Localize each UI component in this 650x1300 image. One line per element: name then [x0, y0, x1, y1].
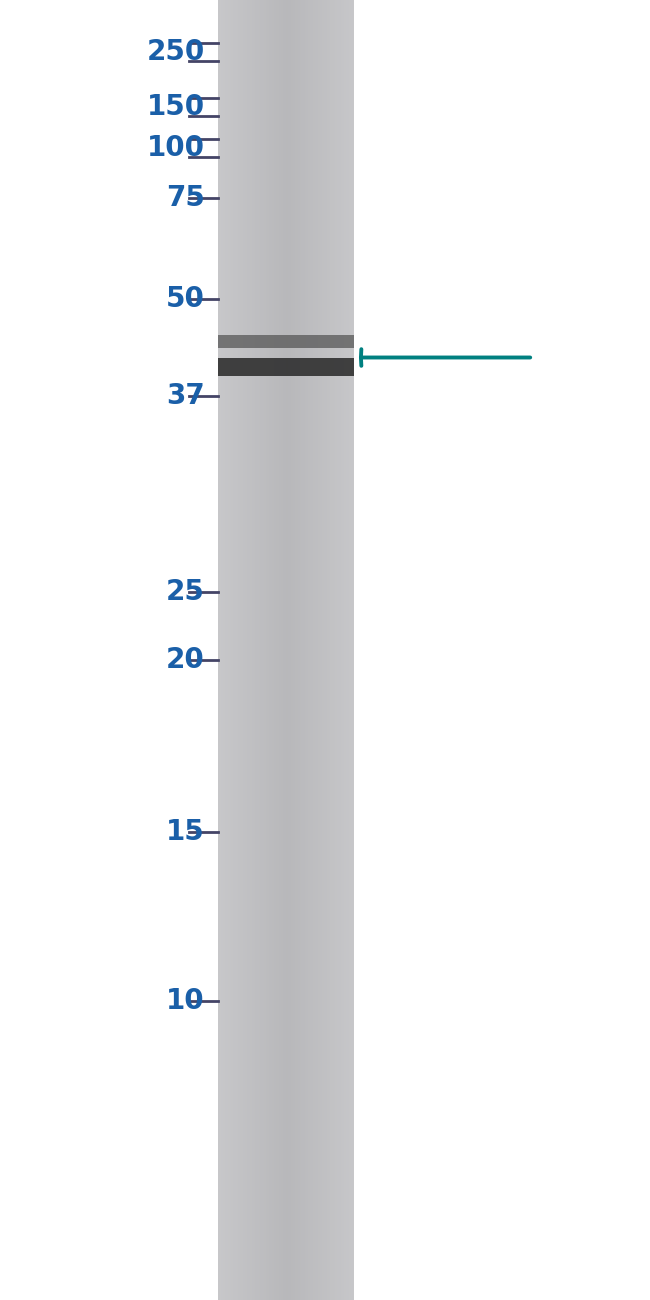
Bar — [335, 0, 337, 1300]
Bar — [254, 0, 255, 1300]
Bar — [289, 0, 291, 1300]
Bar — [322, 0, 324, 1300]
Bar — [298, 0, 300, 1300]
Bar — [223, 0, 225, 1300]
Bar — [307, 0, 308, 1300]
Bar — [310, 0, 311, 1300]
Bar — [259, 0, 261, 1300]
Bar — [240, 0, 242, 1300]
Bar — [270, 0, 272, 1300]
Bar — [305, 0, 307, 1300]
Bar — [332, 0, 334, 1300]
Bar — [351, 0, 352, 1300]
Bar — [320, 0, 322, 1300]
Bar — [226, 0, 228, 1300]
Bar — [347, 0, 349, 1300]
Text: 100: 100 — [147, 134, 205, 162]
Bar — [261, 0, 262, 1300]
Bar — [255, 0, 257, 1300]
Text: 15: 15 — [166, 818, 205, 846]
Bar — [264, 0, 266, 1300]
Bar — [327, 0, 329, 1300]
Bar — [272, 0, 274, 1300]
Bar — [233, 0, 235, 1300]
Bar — [311, 0, 313, 1300]
Bar — [283, 0, 284, 1300]
Bar — [325, 0, 327, 1300]
Bar — [352, 0, 354, 1300]
Bar — [218, 335, 354, 348]
Bar — [235, 0, 237, 1300]
Bar — [225, 0, 226, 1300]
Bar — [221, 0, 223, 1300]
Bar — [329, 0, 330, 1300]
Bar — [292, 0, 294, 1300]
Bar — [280, 0, 281, 1300]
Bar — [281, 0, 283, 1300]
Bar — [262, 0, 264, 1300]
Bar — [276, 0, 278, 1300]
Bar — [242, 0, 243, 1300]
Bar — [324, 0, 325, 1300]
Bar — [308, 0, 310, 1300]
Bar — [266, 0, 267, 1300]
Bar — [269, 0, 270, 1300]
Bar — [278, 0, 280, 1300]
Text: 75: 75 — [166, 183, 205, 212]
Bar — [257, 0, 259, 1300]
Bar — [349, 0, 351, 1300]
Bar — [229, 0, 231, 1300]
Bar — [267, 0, 269, 1300]
Bar — [334, 0, 335, 1300]
Bar — [228, 0, 229, 1300]
Bar — [252, 0, 254, 1300]
Text: 50: 50 — [166, 285, 205, 313]
Text: 20: 20 — [166, 646, 205, 675]
Bar — [288, 0, 289, 1300]
Text: 250: 250 — [146, 38, 205, 66]
Bar — [318, 0, 320, 1300]
Bar — [294, 0, 296, 1300]
Bar — [218, 0, 220, 1300]
Text: 150: 150 — [147, 92, 205, 121]
Bar — [245, 0, 247, 1300]
Bar — [341, 0, 343, 1300]
Bar — [291, 0, 293, 1300]
Bar — [284, 0, 286, 1300]
Bar — [313, 0, 315, 1300]
Bar — [344, 0, 346, 1300]
Bar — [274, 0, 276, 1300]
Bar — [337, 0, 339, 1300]
Bar — [302, 0, 303, 1300]
Bar — [220, 0, 221, 1300]
Text: 10: 10 — [166, 987, 205, 1015]
Text: 37: 37 — [166, 382, 205, 411]
Bar — [239, 0, 240, 1300]
Bar — [231, 0, 233, 1300]
Bar — [315, 0, 317, 1300]
Bar — [346, 0, 348, 1300]
Bar — [248, 0, 250, 1300]
Bar — [247, 0, 248, 1300]
Bar — [218, 358, 354, 376]
Bar — [250, 0, 252, 1300]
Bar — [339, 0, 341, 1300]
Text: 25: 25 — [166, 577, 205, 606]
Bar — [296, 0, 298, 1300]
Bar — [317, 0, 318, 1300]
Bar — [300, 0, 302, 1300]
Bar — [237, 0, 238, 1300]
Bar — [330, 0, 332, 1300]
Bar — [286, 0, 288, 1300]
Bar — [303, 0, 305, 1300]
Bar — [243, 0, 245, 1300]
Bar — [343, 0, 344, 1300]
